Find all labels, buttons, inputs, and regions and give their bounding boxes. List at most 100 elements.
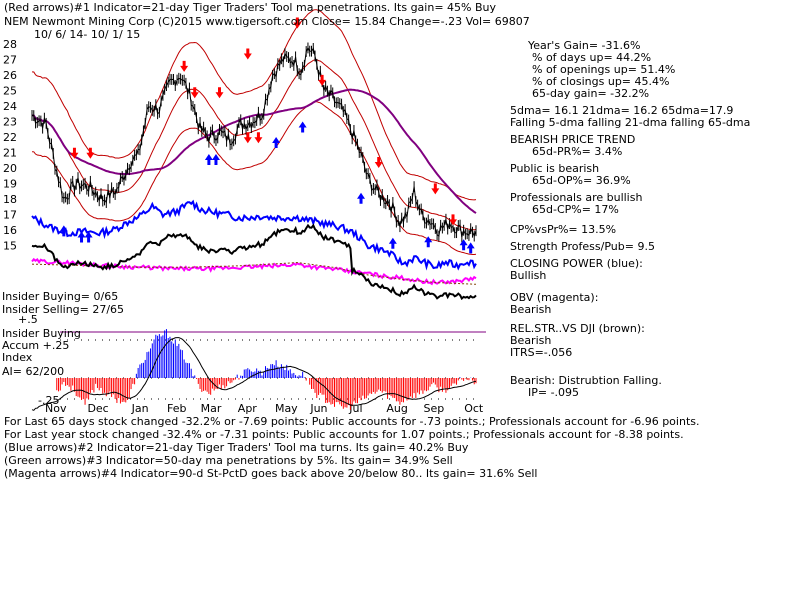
ma21-line bbox=[31, 59, 477, 231]
sell-arrow-10 bbox=[374, 157, 383, 168]
buy-arrow-9 bbox=[424, 236, 433, 248]
insider-buying-label: Insider Buying= 0/65 bbox=[2, 290, 119, 303]
footer-last-year: For Last year stock changed -32.4% or -7… bbox=[4, 428, 684, 441]
x-tick-apr: Apr bbox=[238, 402, 258, 415]
buy-arrow-5 bbox=[272, 137, 281, 148]
sell-arrow-1 bbox=[86, 147, 95, 159]
y-tick-20: 20 bbox=[3, 162, 17, 175]
pct-closings-up: % of closings up= 45.4% bbox=[532, 75, 670, 88]
footer-65-days: For Last 65 days stock changed -32.2% or… bbox=[4, 415, 700, 428]
x-tick-nov: Nov bbox=[45, 402, 67, 415]
relstr-title: REL.STR..VS DJI (brown): bbox=[510, 322, 645, 335]
sell-arrow-7 bbox=[243, 48, 252, 60]
y-tick-26: 26 bbox=[3, 69, 17, 82]
header-date-range: 10/ 6/ 14- 10/ 1/ 15 bbox=[34, 28, 141, 41]
closing-power-line bbox=[31, 199, 477, 271]
strength-ratio: Strength Profess/Pub= 9.5 bbox=[510, 240, 655, 253]
accum-title: Bearish: Distrubtion Falling. bbox=[510, 374, 662, 387]
x-tick-aug: Aug bbox=[386, 402, 407, 415]
price-line bbox=[31, 46, 477, 238]
plus-half-label: +.5 bbox=[18, 313, 38, 326]
trend-title: BEARISH PRICE TREND bbox=[510, 133, 636, 146]
y-tick-21: 21 bbox=[3, 147, 17, 160]
y-tick-16: 16 bbox=[3, 224, 17, 237]
ma65-line bbox=[31, 88, 477, 214]
y-tick-18: 18 bbox=[3, 193, 17, 206]
professionals-title: Professionals are bullish bbox=[510, 191, 643, 204]
buy-arrow-8 bbox=[388, 237, 397, 249]
ip-value: IP= -.095 bbox=[528, 386, 580, 399]
footer-indicator-3: (Green arrows)#3 Indicator=50-day ma pen… bbox=[4, 454, 453, 467]
x-tick-dec: Dec bbox=[87, 402, 108, 415]
obv-title: OBV (magenta): bbox=[510, 291, 599, 304]
x-tick-feb: Feb bbox=[167, 402, 186, 415]
falling-mas: Falling 5-dma falling 21-dma falling 65-… bbox=[510, 116, 751, 129]
y-tick-15: 15 bbox=[3, 240, 17, 253]
footer-indicator-2: (Blue arrows)#2 Indicator=21-day Tiger T… bbox=[4, 441, 469, 454]
relstr-value: Bearish bbox=[510, 334, 552, 347]
minus-quarter-label: -.25 bbox=[38, 394, 60, 407]
op-pct: 65d-OP%= 36.9% bbox=[532, 174, 631, 187]
sell-arrow-8 bbox=[293, 17, 302, 29]
sell-arrow-12 bbox=[449, 214, 458, 226]
pr-pct: 65d-PR%= 3.4% bbox=[532, 145, 623, 158]
buy-arrow-2 bbox=[84, 231, 93, 243]
moving-averages: 5dma= 16.1 21dma= 16.2 65dma=17.9 bbox=[510, 104, 734, 117]
x-tick-jun: Jun bbox=[309, 402, 327, 415]
sell-arrow-9 bbox=[318, 74, 327, 86]
sell-arrow-0 bbox=[70, 147, 79, 159]
insider-selling-label: Insider Selling= 27/65 bbox=[2, 303, 125, 316]
insider-buying-label-2: Insider Buying bbox=[2, 327, 81, 340]
sell-arrow-5 bbox=[243, 132, 252, 144]
header-ticker-line: NEM Newmont Mining Corp (C)2015 www.tige… bbox=[4, 15, 530, 28]
buy-arrow-10 bbox=[459, 239, 468, 251]
obv-line bbox=[31, 257, 477, 286]
y-tick-22: 22 bbox=[3, 131, 17, 144]
x-tick-jan: Jan bbox=[131, 402, 149, 415]
buy-arrow-11 bbox=[466, 242, 475, 254]
y-tick-25: 25 bbox=[3, 85, 17, 98]
y-tick-17: 17 bbox=[3, 209, 17, 222]
sell-arrow-6 bbox=[254, 132, 263, 144]
accum-plus-label: Accum +.25 bbox=[2, 339, 70, 352]
buy-arrow-6 bbox=[298, 121, 307, 133]
buy-arrow-7 bbox=[357, 192, 366, 204]
footer-indicator-4: (Magenta arrows)#4 Indicator=90-d St-Pct… bbox=[4, 467, 538, 480]
x-tick-mar: Mar bbox=[201, 402, 222, 415]
index-label: Index bbox=[2, 351, 33, 364]
y-tick-23: 23 bbox=[3, 116, 17, 129]
buy-arrow-3 bbox=[204, 154, 213, 166]
lower-band-line bbox=[31, 101, 477, 255]
relstr-black-line bbox=[31, 223, 477, 301]
pct-days-up: % of days up= 44.2% bbox=[532, 51, 652, 64]
y-tick-24: 24 bbox=[3, 100, 17, 113]
closing-power-title: CLOSING POWER (blue): bbox=[510, 257, 643, 270]
sell-arrow-2 bbox=[180, 60, 189, 72]
itrs-value: ITRS=-.056 bbox=[510, 346, 573, 359]
cp-vs-pr: CP%vsPr%= 13.5% bbox=[510, 223, 617, 236]
buy-arrow-1 bbox=[77, 231, 86, 243]
sell-arrow-11 bbox=[431, 183, 440, 195]
y-tick-27: 27 bbox=[3, 54, 17, 67]
x-tick-may: May bbox=[275, 402, 298, 415]
header-indicator-1: (Red arrows)#1 Indicator=21-day Tiger Tr… bbox=[4, 1, 497, 14]
sell-arrow-3 bbox=[190, 87, 199, 99]
x-tick-sep: Sep bbox=[424, 402, 445, 415]
buy-arrow-4 bbox=[211, 154, 220, 166]
upper-band-line bbox=[31, 9, 477, 201]
y-tick-19: 19 bbox=[3, 178, 17, 191]
gain-65-day: 65-day gain= -32.2% bbox=[532, 87, 650, 100]
closing-power-value: Bullish bbox=[510, 269, 547, 282]
pct-openings-up: % of openings up= 51.4% bbox=[532, 63, 676, 76]
ai-label: AI= 62/200 bbox=[2, 365, 65, 378]
buy-arrow-0 bbox=[59, 225, 68, 237]
x-tick-oct: Oct bbox=[464, 402, 484, 415]
public-title: Public is bearish bbox=[510, 162, 600, 175]
y-tick-28: 28 bbox=[3, 38, 17, 51]
sell-arrow-4 bbox=[215, 87, 224, 99]
cp-pct: 65d-CP%= 17% bbox=[532, 203, 619, 216]
accum-ma-line bbox=[31, 337, 477, 411]
obv-value: Bearish bbox=[510, 303, 552, 316]
years-gain: Year's Gain= -31.6% bbox=[528, 39, 641, 52]
